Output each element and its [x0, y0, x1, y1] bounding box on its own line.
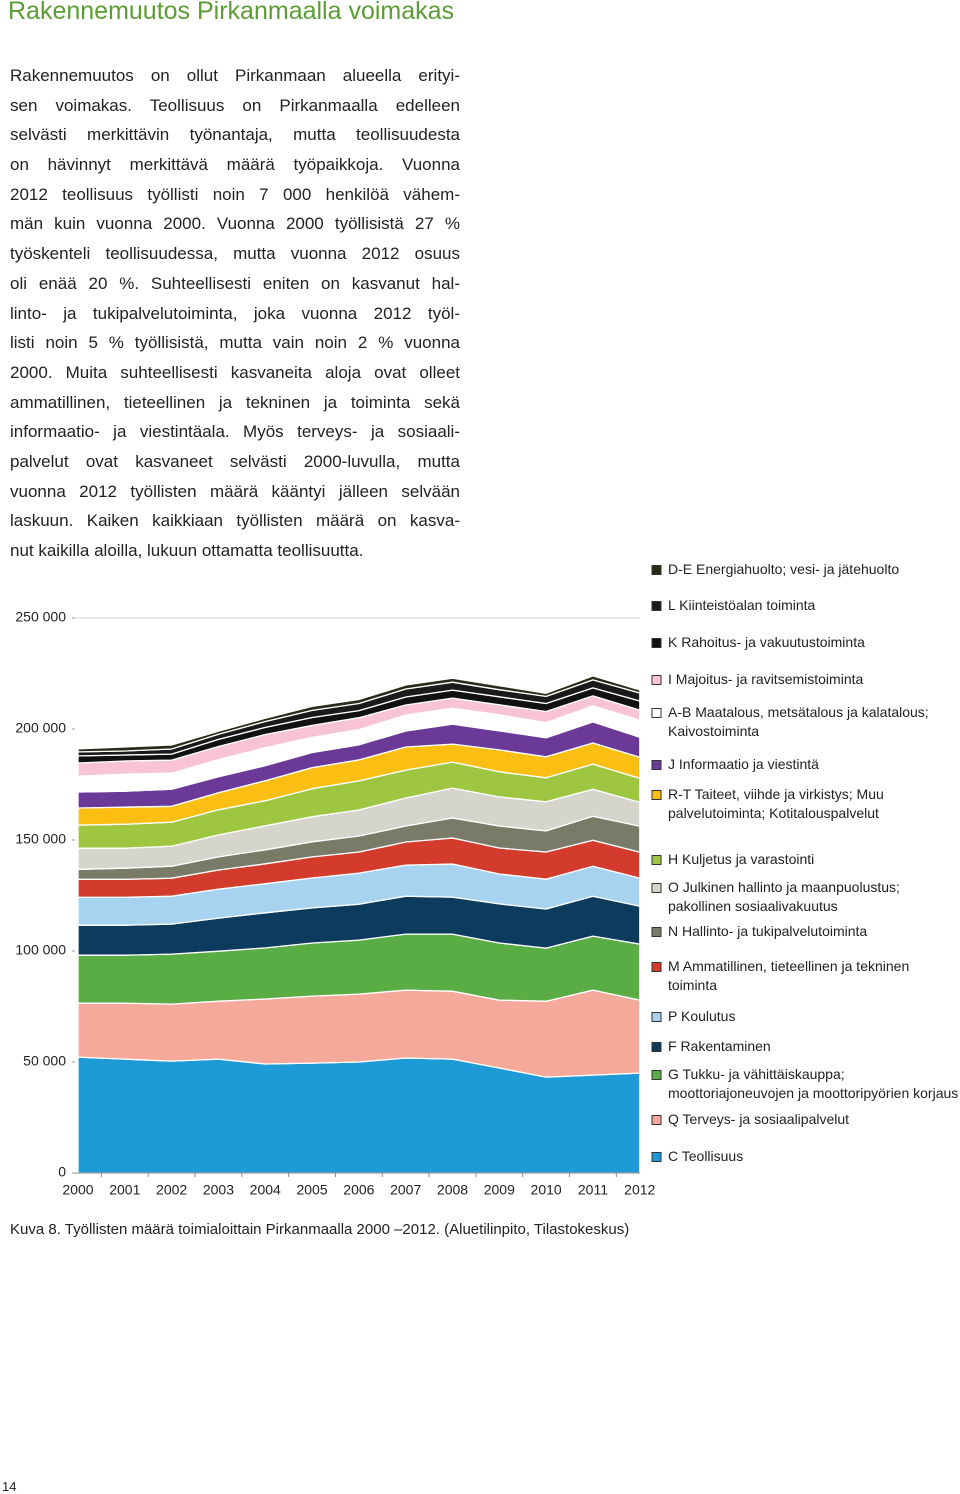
x-tick-label: 2001 [109, 1182, 140, 1198]
y-tick-label: 50 000 [23, 1053, 66, 1069]
body-text: Rakennemuutos on ollut Pirkanmaan alueel… [10, 61, 460, 566]
text-line: 2012 teollisuus työllisti noin 7 000 hen… [10, 184, 460, 204]
text-line: työskenteli teollisuudessa, mutta vuonna… [10, 244, 460, 264]
caption: Kuva 8. Työllisten määrä toimialoittain … [10, 1221, 630, 1238]
text-line: palvelut ovat kasvaneet selvästi 2000-lu… [10, 451, 460, 471]
area [77, 675, 641, 753]
x-tick-label: 2008 [437, 1182, 468, 1198]
text-line: selvästi merkittävin työnantaja, mutta t… [10, 125, 460, 145]
y-tick-label: 100 000 [15, 942, 66, 958]
legend-label: A-B Maatalous, metsätalous ja kalatalous… [668, 704, 929, 739]
text-line: oli enää 20 %. Suhteellisesti eniten on … [10, 273, 460, 293]
x-tick-label: 2003 [203, 1182, 234, 1198]
legend-swatch [651, 760, 662, 770]
x-tick-label: 2005 [296, 1182, 327, 1198]
page-number: 14 [2, 1479, 17, 1494]
legend-label: K Rahoitus- ja vakuutustoiminta [668, 634, 865, 650]
x-tick-label: 2010 [531, 1182, 562, 1198]
text-line: vuonna 2012 työllisten määrä kääntyi jäl… [10, 481, 460, 501]
x-tick-label: 2012 [624, 1182, 655, 1198]
legend-swatch [651, 1070, 662, 1080]
legend-swatch [651, 601, 662, 611]
legend-label: C Teollisuus [668, 1148, 744, 1164]
x-tick-label: 2011 [578, 1182, 608, 1198]
x-tick-label: 2009 [484, 1182, 515, 1198]
text-line: listi noin 5 % työllisistä, mutta vain n… [10, 333, 460, 353]
text-line: nut kaikilla aloilla, lukuun ottamatta t… [10, 541, 364, 560]
legend-swatch [651, 1152, 662, 1162]
y-tick-label: 250 000 [15, 609, 66, 625]
legend-label: F Rakentaminen [668, 1038, 771, 1054]
legend-swatch [651, 790, 662, 800]
text-line: informaatio- ja viestintäala. Myös terve… [10, 422, 460, 442]
legend-swatch [651, 638, 662, 648]
legend-swatch [651, 883, 662, 893]
legend-label: I Majoitus- ja ravitsemistoiminta [668, 671, 864, 687]
legend-label: R-T Taiteet, viihde ja virkistys; Muu pa… [668, 786, 884, 821]
legend-label: J Informaatio ja viestintä [668, 756, 819, 772]
text-line: Rakennemuutos on ollut Pirkanmaan alueel… [10, 66, 460, 85]
legend-label: G Tukku- ja vähittäiskauppa; moottoriajo… [668, 1066, 959, 1101]
legend-swatch [651, 708, 662, 718]
x-tick-label: 2004 [250, 1182, 281, 1198]
legend-swatch [651, 1115, 662, 1125]
legend-label: D-E Energiahuolto; vesi- ja jätehuolto [668, 561, 900, 577]
legend-swatch [651, 962, 662, 972]
legend-label: M Ammatillinen, tieteellinen ja tekninen… [668, 958, 910, 993]
text-line: linto- ja tukipalvelutoiminta, joka vuon… [10, 303, 460, 323]
y-tick-label: 0 [58, 1164, 66, 1180]
x-tick-label: 2002 [156, 1182, 187, 1198]
x-tick-label: 2007 [390, 1182, 421, 1198]
y-tick-label: 150 000 [15, 831, 66, 847]
legend-label: N Hallinto- ja tukipalvelutoiminta [668, 923, 868, 939]
legend-swatch [651, 1042, 662, 1052]
legend-label: P Koulutus [668, 1008, 736, 1024]
text-line: on hävinnyt merkittävä määrä työpaikkoja… [10, 155, 460, 175]
legend-swatch [651, 855, 662, 865]
legend-label: O Julkinen hallinto ja maanpuolustus; pa… [668, 879, 900, 914]
legend-label: H Kuljetus ja varastointi [668, 851, 815, 867]
text-line: laskuun. Kaiken kaikkiaan työllisten mää… [10, 511, 460, 531]
legend-swatch [651, 927, 662, 937]
x-tick-label: 2006 [343, 1182, 374, 1198]
y-tick-label: 200 000 [15, 720, 66, 736]
text-line: sen voimakas. Teollisuus on Pirkanmaalla… [10, 95, 460, 115]
page-title: Rakennemuutos Pirkanmaalla voimakas [8, 0, 455, 25]
legend-swatch [651, 565, 662, 575]
legend-swatch [651, 675, 662, 685]
x-tick-label: 2000 [62, 1182, 93, 1198]
legend-swatch [651, 1012, 662, 1022]
text-line: män kuin vuonna 2000. Vuonna 2000 työlli… [10, 214, 460, 234]
legend-label: Q Terveys- ja sosiaalipalvelut [668, 1111, 850, 1127]
text-line: 2000. Muita suhteellisesti kasvaneita al… [10, 362, 460, 382]
legend-label: L Kiinteistöalan toiminta [668, 597, 816, 613]
text-line: ammatillinen, tieteellinen ja tekninen j… [10, 392, 460, 412]
